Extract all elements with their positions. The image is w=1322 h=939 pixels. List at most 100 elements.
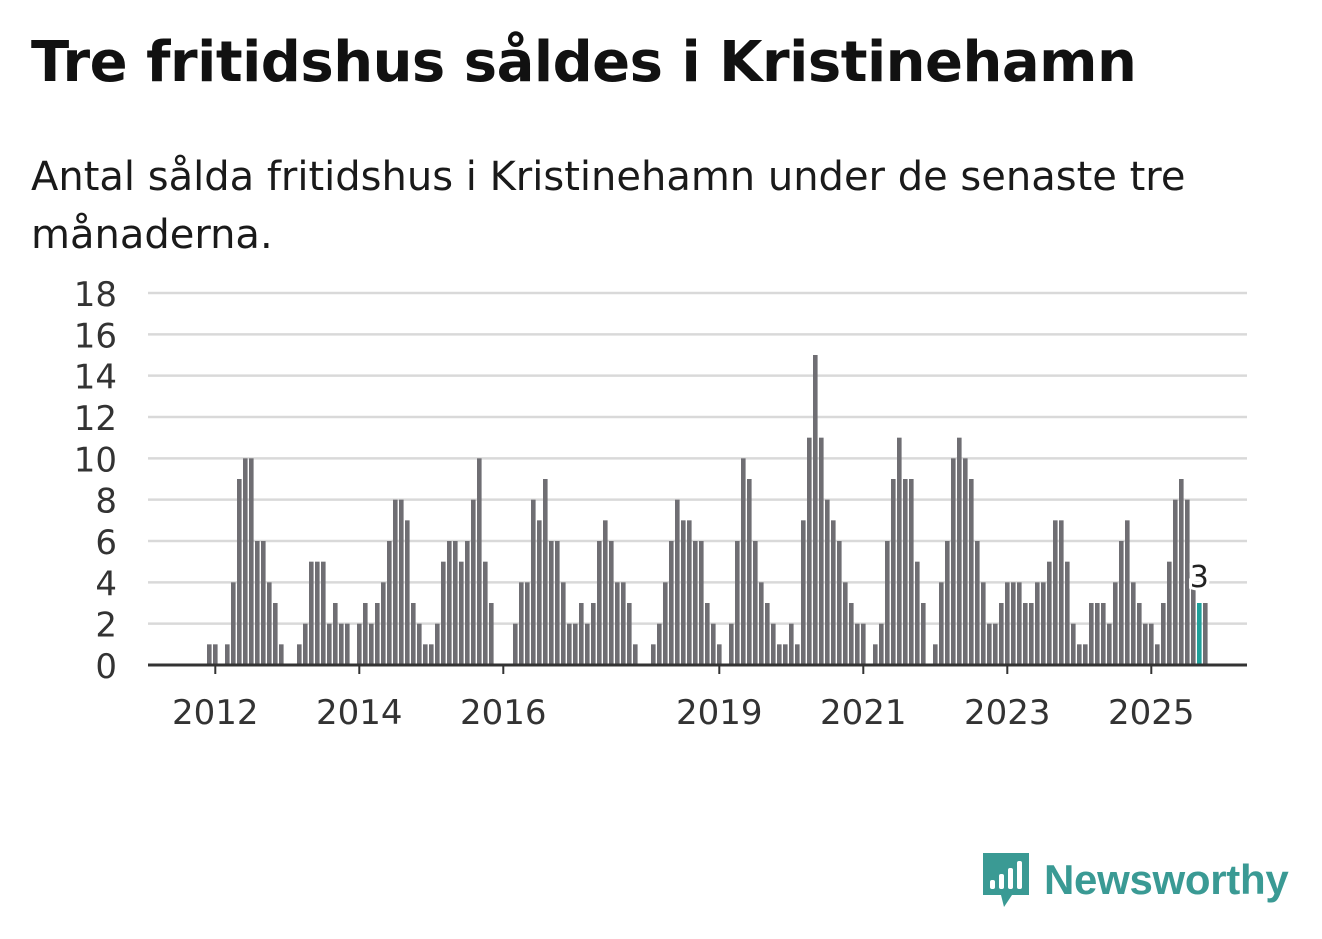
- bar: [261, 541, 266, 665]
- bar: [741, 458, 746, 665]
- bar: [1017, 582, 1022, 665]
- y-tick-label: 18: [74, 275, 117, 315]
- bar: [783, 644, 788, 665]
- bar: [885, 541, 890, 665]
- bar: [225, 644, 230, 665]
- y-tick-label: 8: [95, 482, 117, 522]
- bar: [321, 561, 326, 665]
- bar: [537, 520, 542, 665]
- bar: [333, 603, 338, 665]
- x-tick-label: 2012: [172, 693, 259, 733]
- bar: [999, 603, 1004, 665]
- bar: [951, 458, 956, 665]
- bar: [819, 437, 824, 665]
- bar: [1131, 582, 1136, 665]
- bar: [801, 520, 806, 665]
- y-tick-label: 16: [74, 316, 117, 356]
- newsworthy-logo-icon: [983, 853, 1029, 907]
- bar: [909, 479, 914, 665]
- bar: [579, 603, 584, 665]
- bar: [1083, 644, 1088, 665]
- bar: [1155, 644, 1160, 665]
- bar: [519, 582, 524, 665]
- bar: [777, 644, 782, 665]
- bar: [315, 561, 320, 665]
- bar: [735, 541, 740, 665]
- bar: [525, 582, 530, 665]
- bar: [429, 644, 434, 665]
- bar: [837, 541, 842, 665]
- bar: [1149, 623, 1154, 665]
- bar: [849, 603, 854, 665]
- bar: [939, 582, 944, 665]
- bar: [675, 499, 680, 665]
- bar: [753, 541, 758, 665]
- bar: [477, 458, 482, 665]
- bar: [531, 499, 536, 665]
- bar: [489, 603, 494, 665]
- bar: [933, 644, 938, 665]
- bar: [1125, 520, 1130, 665]
- bar: [267, 582, 272, 665]
- bar: [1185, 499, 1190, 665]
- bar: [357, 623, 362, 665]
- x-tick-label: 2025: [1108, 693, 1195, 733]
- bar: [915, 561, 920, 665]
- bar: [441, 561, 446, 665]
- bar: [375, 603, 380, 665]
- y-tick-label: 4: [95, 564, 117, 604]
- bar: [789, 623, 794, 665]
- bar: [987, 623, 992, 665]
- bar: [891, 479, 896, 665]
- bar: [975, 541, 980, 665]
- bar: [699, 541, 704, 665]
- bar: [573, 623, 578, 665]
- bar: [981, 582, 986, 665]
- bar: [993, 623, 998, 665]
- bar: [1077, 644, 1082, 665]
- bar: [249, 458, 254, 665]
- bar: [831, 520, 836, 665]
- bar: [591, 603, 596, 665]
- bar: [1047, 561, 1052, 665]
- bar: [585, 623, 590, 665]
- bar: [213, 644, 218, 665]
- bar: [459, 561, 464, 665]
- bar: [843, 582, 848, 665]
- bar: [381, 582, 386, 665]
- bar: [255, 541, 260, 665]
- bar: [303, 623, 308, 665]
- bar: [1053, 520, 1058, 665]
- bar: [1059, 520, 1064, 665]
- chart-title: Tre fritidshus såldes i Kristinehamn: [31, 30, 1137, 95]
- bar: [483, 561, 488, 665]
- bar: [855, 623, 860, 665]
- bar: [669, 541, 674, 665]
- bar: [399, 499, 404, 665]
- bar: [1179, 479, 1184, 665]
- bar: [747, 479, 752, 665]
- bar: [1137, 603, 1142, 665]
- y-tick-label: 12: [74, 399, 117, 439]
- bar: [363, 603, 368, 665]
- bar: [513, 623, 518, 665]
- bar: [447, 541, 452, 665]
- bar: [945, 541, 950, 665]
- bar: [711, 623, 716, 665]
- bar: [435, 623, 440, 665]
- bar: [1107, 623, 1112, 665]
- bar: [237, 479, 242, 665]
- bar: [387, 541, 392, 665]
- bar: [555, 541, 560, 665]
- bar: [273, 603, 278, 665]
- bar: [1143, 623, 1148, 665]
- bar: [1023, 603, 1028, 665]
- bar: [423, 644, 428, 665]
- bar: [729, 623, 734, 665]
- bar: [549, 541, 554, 665]
- bar: [705, 603, 710, 665]
- bar: [411, 603, 416, 665]
- bar: [1011, 582, 1016, 665]
- y-tick-label: 0: [95, 647, 117, 687]
